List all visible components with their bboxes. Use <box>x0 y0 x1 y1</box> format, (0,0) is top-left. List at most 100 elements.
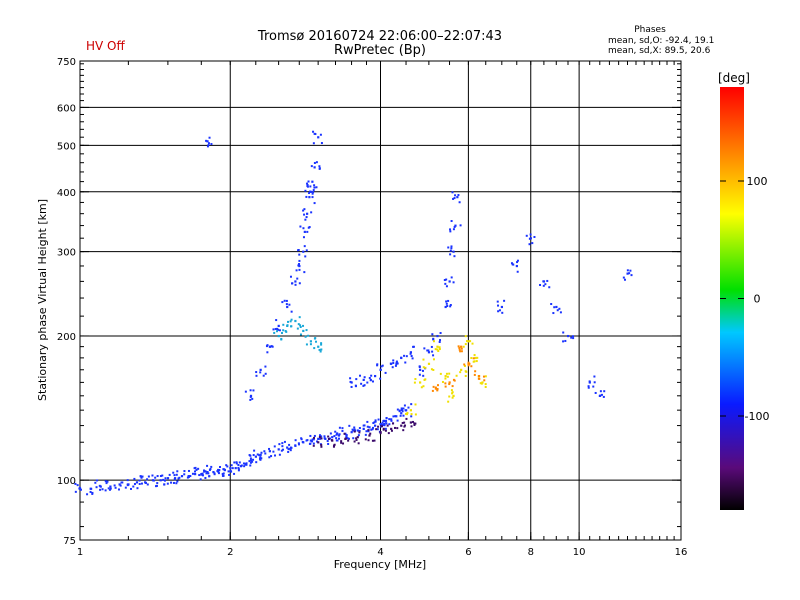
data-point <box>307 334 310 337</box>
data-point <box>414 422 417 425</box>
data-point <box>200 473 203 476</box>
data-point <box>603 390 606 393</box>
data-point <box>410 415 413 418</box>
data-point <box>471 342 474 345</box>
data-point <box>436 387 439 391</box>
data-point <box>475 360 478 363</box>
data-point <box>318 348 321 351</box>
data-point <box>302 227 305 230</box>
data-point <box>407 406 410 409</box>
data-point <box>309 343 312 346</box>
data-point <box>467 361 470 364</box>
data-point <box>498 309 501 312</box>
data-point <box>109 485 112 488</box>
data-point <box>252 389 255 392</box>
data-point <box>432 354 435 357</box>
data-point <box>252 454 255 457</box>
data-point <box>341 429 344 432</box>
data-point <box>389 362 392 365</box>
data-point <box>470 357 473 360</box>
data-point <box>203 469 206 472</box>
data-point <box>354 384 357 387</box>
data-point <box>384 371 387 374</box>
data-point <box>432 368 435 371</box>
data-point <box>268 447 271 450</box>
data-point <box>310 165 313 168</box>
data-point <box>140 476 143 479</box>
data-point <box>368 434 371 437</box>
data-point <box>368 426 371 429</box>
data-point <box>126 479 129 482</box>
data-point <box>203 470 206 473</box>
data-point <box>255 374 258 377</box>
data-point <box>418 373 421 376</box>
data-point <box>303 271 306 274</box>
data-point <box>248 460 251 463</box>
x-tick-label: 1 <box>77 547 83 558</box>
data-point <box>451 191 454 194</box>
data-point <box>278 443 281 446</box>
data-point <box>309 190 312 193</box>
data-point <box>366 425 369 428</box>
data-point <box>313 184 316 187</box>
data-point <box>273 445 276 448</box>
data-point <box>599 394 602 397</box>
data-point <box>304 335 307 338</box>
data-point <box>338 426 341 429</box>
data-point <box>277 448 280 451</box>
data-point <box>468 362 471 365</box>
data-point <box>374 419 377 422</box>
data-point <box>501 311 504 314</box>
stats-line-2: mean, sd,X: 89.5, 20.6 <box>608 46 711 56</box>
data-point <box>436 334 439 338</box>
data-point <box>516 259 519 262</box>
data-point <box>213 473 216 476</box>
data-point <box>207 472 210 475</box>
data-point <box>405 409 408 412</box>
data-point <box>299 324 302 327</box>
data-point <box>237 469 240 472</box>
data-point <box>447 246 450 249</box>
data-point <box>217 472 220 475</box>
data-point <box>309 185 312 188</box>
data-point <box>313 132 316 135</box>
data-point <box>234 467 237 470</box>
data-point <box>329 432 332 435</box>
data-point <box>366 420 369 423</box>
data-point <box>459 224 462 227</box>
data-point <box>594 391 597 394</box>
data-point <box>74 490 77 493</box>
data-point <box>469 340 472 343</box>
data-point <box>447 299 450 302</box>
data-point <box>187 469 190 472</box>
y-axis-label: Stationary phase Virtual Height [km] <box>36 199 49 401</box>
data-point <box>258 454 261 457</box>
data-point <box>438 348 441 351</box>
data-point <box>355 437 358 440</box>
data-point <box>437 350 440 353</box>
data-point <box>401 410 404 413</box>
data-point <box>286 446 289 449</box>
data-point <box>368 376 371 379</box>
data-point <box>124 486 127 489</box>
data-point <box>480 382 483 385</box>
data-point <box>318 167 321 170</box>
data-point <box>460 345 463 348</box>
data-point <box>249 394 253 398</box>
data-point <box>371 428 374 431</box>
data-point <box>528 243 531 246</box>
data-point <box>283 440 286 443</box>
data-point <box>252 458 255 461</box>
data-point <box>311 192 314 195</box>
data-point <box>413 381 416 384</box>
data-point <box>276 328 279 331</box>
data-point <box>151 474 154 477</box>
data-point <box>320 445 323 448</box>
data-point <box>259 456 262 459</box>
data-point <box>254 455 257 458</box>
data-point <box>218 469 221 472</box>
data-point <box>335 437 338 440</box>
data-point <box>410 355 413 358</box>
data-point <box>208 475 211 478</box>
data-point <box>531 242 534 245</box>
